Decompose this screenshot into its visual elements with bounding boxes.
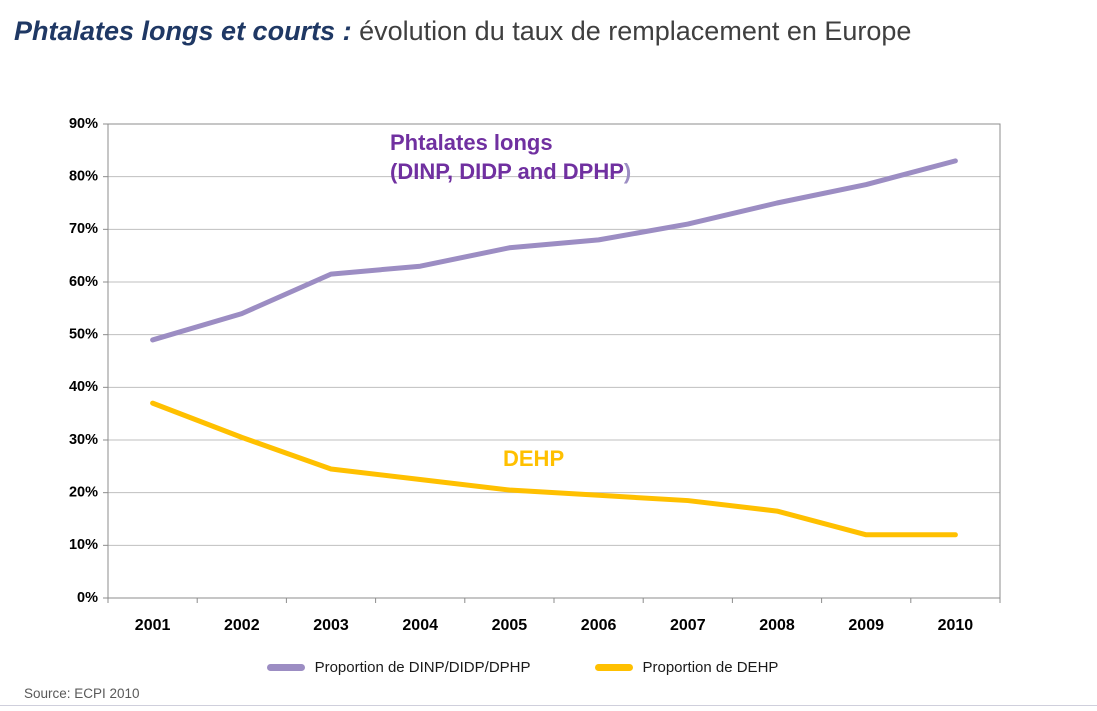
chart-area: 0% 10% 20% 30% 40% 50% 60% 70% 80% 90% 2001 2002 200…	[20, 105, 1025, 690]
svg-text:2005: 2005	[492, 617, 528, 634]
svg-text:50%: 50%	[69, 326, 98, 342]
title-subtitle: évolution du taux de remplacement en Eur…	[359, 16, 912, 46]
svg-text:2008: 2008	[759, 617, 795, 634]
annotation-phtalates-longs: Phtalates longs (DINP, DIDP and DPHP)	[390, 129, 631, 186]
svg-text:90%: 90%	[69, 116, 98, 132]
source-note: Source: ECPI 2010	[24, 686, 140, 701]
svg-text:2001: 2001	[135, 617, 171, 634]
svg-text:2003: 2003	[313, 617, 349, 634]
legend-swatch-yellow	[594, 664, 633, 671]
line-chart: 0% 10% 20% 30% 40% 50% 60% 70% 80% 90% 2001 2002 200…	[69, 116, 1001, 634]
svg-text:2010: 2010	[938, 617, 974, 634]
svg-text:0%: 0%	[77, 590, 98, 606]
svg-text:40%: 40%	[69, 379, 98, 395]
annotation-paren: )	[623, 158, 632, 184]
legend-label-dehp: Proportion de DEHP	[642, 659, 779, 676]
svg-text:2006: 2006	[581, 617, 617, 634]
bottom-divider	[0, 705, 1097, 706]
svg-text:2009: 2009	[848, 617, 884, 634]
svg-text:2007: 2007	[670, 617, 706, 634]
svg-text:10%: 10%	[69, 537, 98, 553]
svg-text:2004: 2004	[402, 617, 438, 634]
annotation-phtalates-text: (DINP, DIDP and DPHP	[390, 158, 624, 184]
chart-legend: Proportion de DINP/DIDP/DPHP Proportion …	[20, 659, 1025, 676]
legend-item-dinp: Proportion de DINP/DIDP/DPHP	[266, 659, 531, 676]
svg-text:70%: 70%	[69, 221, 98, 237]
svg-text:2002: 2002	[224, 617, 260, 634]
svg-text:20%: 20%	[69, 484, 98, 500]
svg-text:60%: 60%	[69, 274, 98, 290]
annotation-phtalates-line2: (DINP, DIDP and DPHP)	[390, 158, 631, 187]
legend-swatch-purple	[266, 664, 305, 671]
legend-item-dehp: Proportion de DEHP	[594, 659, 779, 676]
annotation-phtalates-line1: Phtalates longs	[390, 130, 553, 155]
svg-text:80%: 80%	[69, 168, 98, 184]
legend-label-dinp: Proportion de DINP/DIDP/DPHP	[314, 659, 531, 676]
title-emphasis: Phtalates longs et courts :	[14, 16, 352, 46]
page-title: Phtalates longs et courts : évolution du…	[0, 0, 1097, 47]
slide-header: Phtalates longs et courts : évolution du…	[0, 0, 1097, 90]
annotation-dehp: DEHP	[503, 446, 565, 471]
svg-text:30%: 30%	[69, 432, 98, 448]
